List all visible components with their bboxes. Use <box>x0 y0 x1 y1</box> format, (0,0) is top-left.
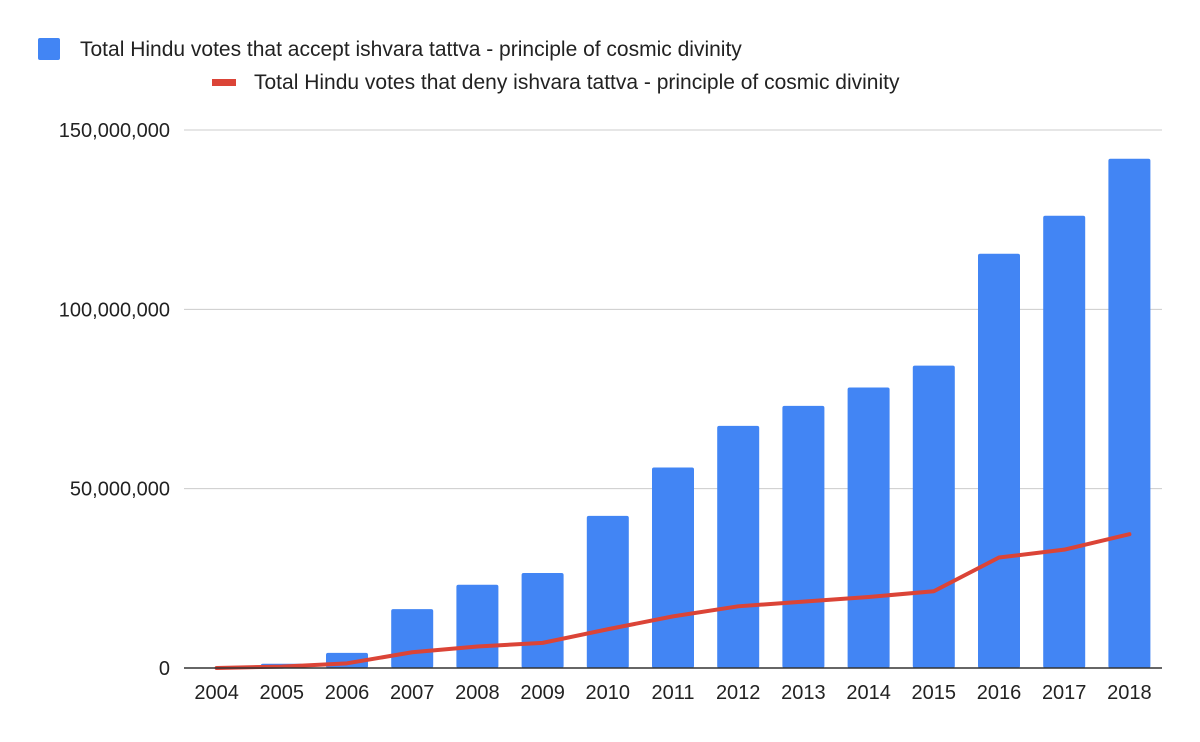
bar <box>586 515 629 668</box>
x-tick-label: 2011 <box>651 682 694 704</box>
bar <box>521 572 564 668</box>
x-tick-label: 2014 <box>846 682 891 704</box>
x-tick-label: 2009 <box>520 682 565 704</box>
y-tick-label: 50,000,000 <box>70 479 170 501</box>
bar <box>782 405 825 668</box>
x-tick-label: 2010 <box>586 682 631 704</box>
x-axis-ticks: 2004 2005 2006 2007 2008 2009 2010 2011 2012 2013… <box>194 682 1151 704</box>
x-tick-label: 2012 <box>716 682 761 704</box>
x-tick-label: 2006 <box>325 682 370 704</box>
legend-label-deny: Total Hindu votes that deny ishvara tatt… <box>254 71 900 94</box>
bar <box>391 609 434 668</box>
x-tick-label: 2005 <box>260 682 305 704</box>
legend-swatch-accept <box>38 38 60 60</box>
x-tick-label: 2017 <box>1042 682 1087 704</box>
x-tick-label: 2007 <box>390 682 435 704</box>
bar <box>847 387 890 668</box>
legend-swatch-deny <box>212 79 236 86</box>
y-tick-label: 100,000,000 <box>59 299 170 321</box>
line-series <box>214 532 1132 670</box>
y-tick-label: 0 <box>159 658 170 680</box>
x-tick-label: 2008 <box>455 682 500 704</box>
y-tick-label: 150,000,000 <box>59 120 170 142</box>
bar <box>717 425 760 668</box>
y-axis-ticks: 0 50,000,000 100,000,000 150,000,000 <box>59 120 170 680</box>
x-tick-label: 2013 <box>781 682 826 704</box>
legend: Total Hindu votes that accept ishvara ta… <box>38 38 900 94</box>
bar <box>912 365 955 668</box>
bar <box>1043 215 1086 669</box>
x-tick-label: 2016 <box>977 682 1022 704</box>
bar <box>456 584 499 668</box>
x-tick-label: 2004 <box>194 682 239 704</box>
bar-series <box>260 158 1151 669</box>
bar <box>1108 158 1151 668</box>
deny-series-line <box>214 532 1132 670</box>
bar <box>652 467 694 668</box>
bar <box>978 253 1020 669</box>
legend-label-accept: Total Hindu votes that accept ishvara ta… <box>80 38 742 61</box>
x-tick-label: 2018 <box>1107 682 1152 704</box>
x-tick-label: 2015 <box>912 682 957 704</box>
